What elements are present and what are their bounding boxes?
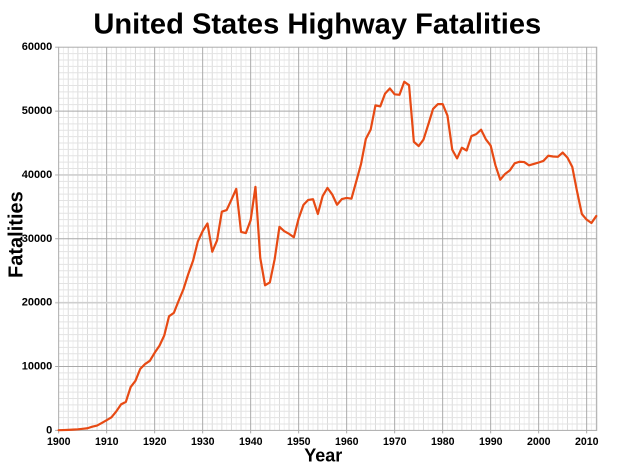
svg-text:1930: 1930: [191, 436, 215, 448]
svg-text:2010: 2010: [575, 436, 599, 448]
svg-text:1950: 1950: [287, 436, 311, 448]
svg-text:1970: 1970: [383, 436, 407, 448]
svg-text:Year: Year: [304, 446, 342, 466]
svg-text:0: 0: [46, 424, 52, 436]
svg-text:50000: 50000: [22, 105, 53, 117]
svg-text:10000: 10000: [22, 361, 53, 373]
svg-text:2000: 2000: [527, 436, 551, 448]
svg-text:30000: 30000: [22, 233, 53, 245]
svg-text:1900: 1900: [47, 436, 71, 448]
svg-text:Fatalities: Fatalities: [6, 191, 28, 278]
svg-text:1940: 1940: [239, 436, 263, 448]
svg-text:60000: 60000: [22, 41, 53, 53]
svg-text:20000: 20000: [22, 297, 53, 309]
svg-text:1920: 1920: [143, 436, 167, 448]
svg-text:40000: 40000: [22, 169, 53, 181]
svg-text:1980: 1980: [431, 436, 455, 448]
svg-text:1910: 1910: [95, 436, 119, 448]
svg-text:1990: 1990: [479, 436, 503, 448]
svg-text:United States Highway Fataliti: United States Highway Fatalities: [93, 9, 541, 41]
svg-text:1960: 1960: [335, 436, 359, 448]
